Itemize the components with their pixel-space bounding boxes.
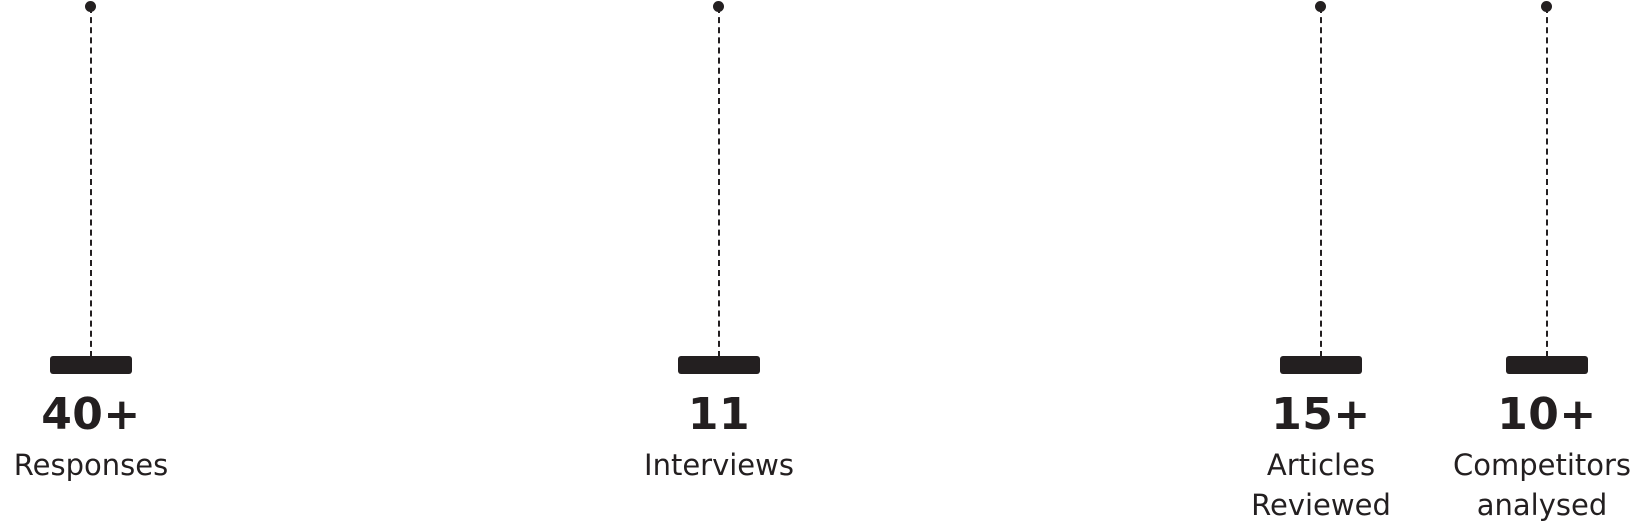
pin-dot-icon — [1315, 1, 1326, 12]
stat-label: Interviews — [599, 445, 839, 485]
stat-label-line: Responses — [13, 448, 169, 482]
stat-label-line: Reviewed — [1251, 488, 1391, 522]
stat-responses: 40+ Responses — [0, 0, 191, 524]
stat-label: Competitors analysed — [1442, 445, 1642, 525]
dashed-stem — [90, 7, 92, 357]
dashed-stem — [1320, 7, 1322, 357]
stat-label-line: Competitors — [1452, 448, 1632, 482]
base-bar — [50, 356, 132, 374]
base-bar — [1280, 356, 1362, 374]
base-bar — [678, 356, 760, 374]
stat-competitors: 10+ Competitors analysed — [1447, 0, 1642, 524]
stat-value: 10+ — [1497, 389, 1597, 440]
dashed-stem — [718, 7, 720, 357]
stat-value: 15+ — [1271, 389, 1371, 440]
stat-label-line: Articles — [1266, 448, 1376, 482]
stat-interviews: 11 Interviews — [619, 0, 819, 524]
pin-dot-icon — [85, 1, 96, 12]
pin-dot-icon — [1541, 1, 1552, 12]
stat-label-line: Interviews — [644, 448, 794, 482]
stat-value: 40+ — [41, 389, 141, 440]
dashed-stem — [1546, 7, 1548, 357]
stat-label: Responses — [0, 445, 211, 485]
stat-label-line: analysed — [1476, 488, 1608, 522]
stat-articles: 15+ Articles Reviewed — [1221, 0, 1421, 524]
stat-value: 11 — [687, 389, 751, 440]
base-bar — [1506, 356, 1588, 374]
stat-label: Articles Reviewed — [1201, 445, 1441, 525]
pin-dot-icon — [713, 1, 724, 12]
